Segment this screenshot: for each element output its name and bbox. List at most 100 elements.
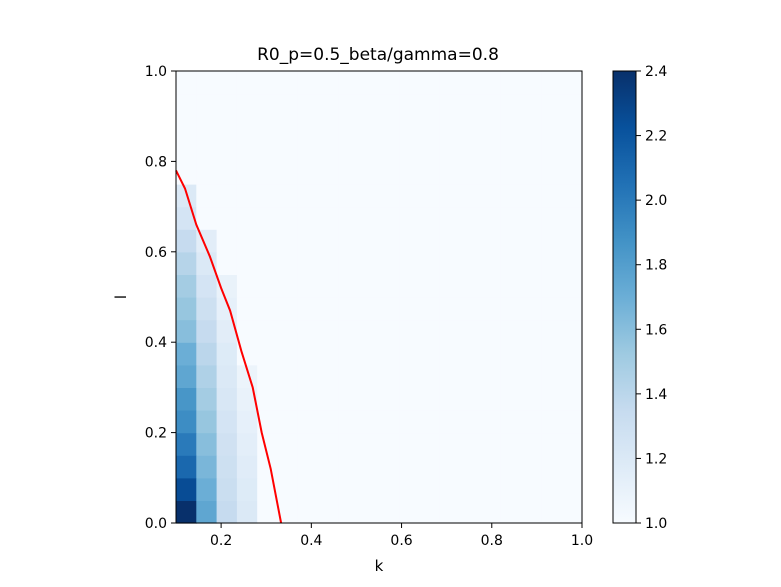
heatmap-cell [176,500,197,524]
heatmap-cell [541,455,563,479]
heatmap-cell [236,184,258,208]
heatmap-cell [439,138,461,162]
heatmap-cell [216,432,238,456]
heatmap-cell [541,274,563,298]
heatmap-cell [439,71,461,95]
heatmap-cell [419,71,441,95]
heatmap-cell [196,71,218,95]
heatmap-cell [216,342,238,366]
heatmap-cell [480,319,502,343]
heatmap-cell [196,455,218,479]
heatmap-cell [338,184,360,208]
heatmap-cell [236,410,258,434]
heatmap-cell [521,138,542,162]
heatmap-cell [541,342,563,366]
heatmap-cell [480,364,502,388]
heatmap-cell [338,500,360,524]
heatmap-cell [379,206,400,230]
heatmap-cell [399,116,421,140]
colorbar-tick-label: 2.2 [645,129,667,145]
colorbar-tick-label: 2.0 [645,193,667,209]
colorbar [612,70,637,524]
heatmap-cell [196,387,218,411]
heatmap-cell [561,387,583,411]
heatmap-cell [338,93,360,117]
heatmap-cell [419,455,441,479]
heatmap-cell [338,116,360,140]
heatmap-cell [541,500,563,524]
contour-layer [175,169,283,524]
colorbar-tick-label: 1.2 [645,451,667,467]
heatmap-cell [176,161,197,185]
heatmap-cell [460,410,482,434]
heatmap-cell [297,432,319,456]
heatmap-cell [379,138,400,162]
heatmap-cell [338,251,360,275]
heatmap-cell [399,161,421,185]
heatmap-cell [419,184,441,208]
heatmap-cell [419,138,441,162]
heatmap-cell [439,432,461,456]
heatmap-cell [500,116,522,140]
heatmap-cell [318,455,339,479]
heatmap-cell [196,477,218,501]
heatmap-cell [358,229,380,253]
heatmap-cell [297,477,319,501]
heatmap-cell [561,229,583,253]
heatmap-cell [419,342,441,366]
heatmap-cell [318,93,339,117]
heatmap-cell [500,387,522,411]
heatmap-cell [439,410,461,434]
y-tick-label: 0.0 [145,516,167,532]
heatmap-cell [460,229,482,253]
heatmap-cell [318,229,339,253]
y-tick-label: 1.0 [145,64,167,80]
heatmap-cell [399,432,421,456]
heatmap-cell [561,319,583,343]
heatmap-cell [561,71,583,95]
heatmap-cell [399,387,421,411]
heatmap-cell [338,161,360,185]
heatmap-cell [236,342,258,366]
heatmap-cell [236,455,258,479]
heatmap-cell [358,71,380,95]
heatmap-cell [297,319,319,343]
heatmap-cell [399,206,421,230]
heatmap-cell [561,342,583,366]
heatmap-cell [480,432,502,456]
heatmap-cell [439,206,461,230]
heatmap-cell [521,319,542,343]
heatmap-cell [297,342,319,366]
heatmap-cell [277,500,299,524]
heatmap-cell [521,297,542,321]
heatmap-cell [419,477,441,501]
heatmap-cell [379,184,400,208]
heatmap-cell [196,319,218,343]
heatmap-cell [460,500,482,524]
heatmap-cell [216,71,238,95]
heatmap-cell [561,93,583,117]
heatmap-cell [277,116,299,140]
heatmap-cell [236,161,258,185]
heatmap-cell [358,319,380,343]
heatmap-cell [460,93,482,117]
heatmap-cell [176,319,197,343]
heatmap-cell [419,274,441,298]
heatmap-cell [521,364,542,388]
heatmap-cell [460,138,482,162]
heatmap-cell [277,342,299,366]
heatmap-cell [500,206,522,230]
heatmap-cell [480,500,502,524]
x-tick-label: 0.8 [481,533,503,549]
heatmap-cell [480,387,502,411]
heatmap-cell [216,206,238,230]
heatmap-cell [521,229,542,253]
heatmap-cell [521,161,542,185]
heatmap-cell [521,71,542,95]
heatmap-cell [236,274,258,298]
heatmap-cell [277,93,299,117]
heatmap-cell [500,364,522,388]
heatmap-cell [297,138,319,162]
heatmap-cell [500,432,522,456]
heatmap-cell [277,387,299,411]
